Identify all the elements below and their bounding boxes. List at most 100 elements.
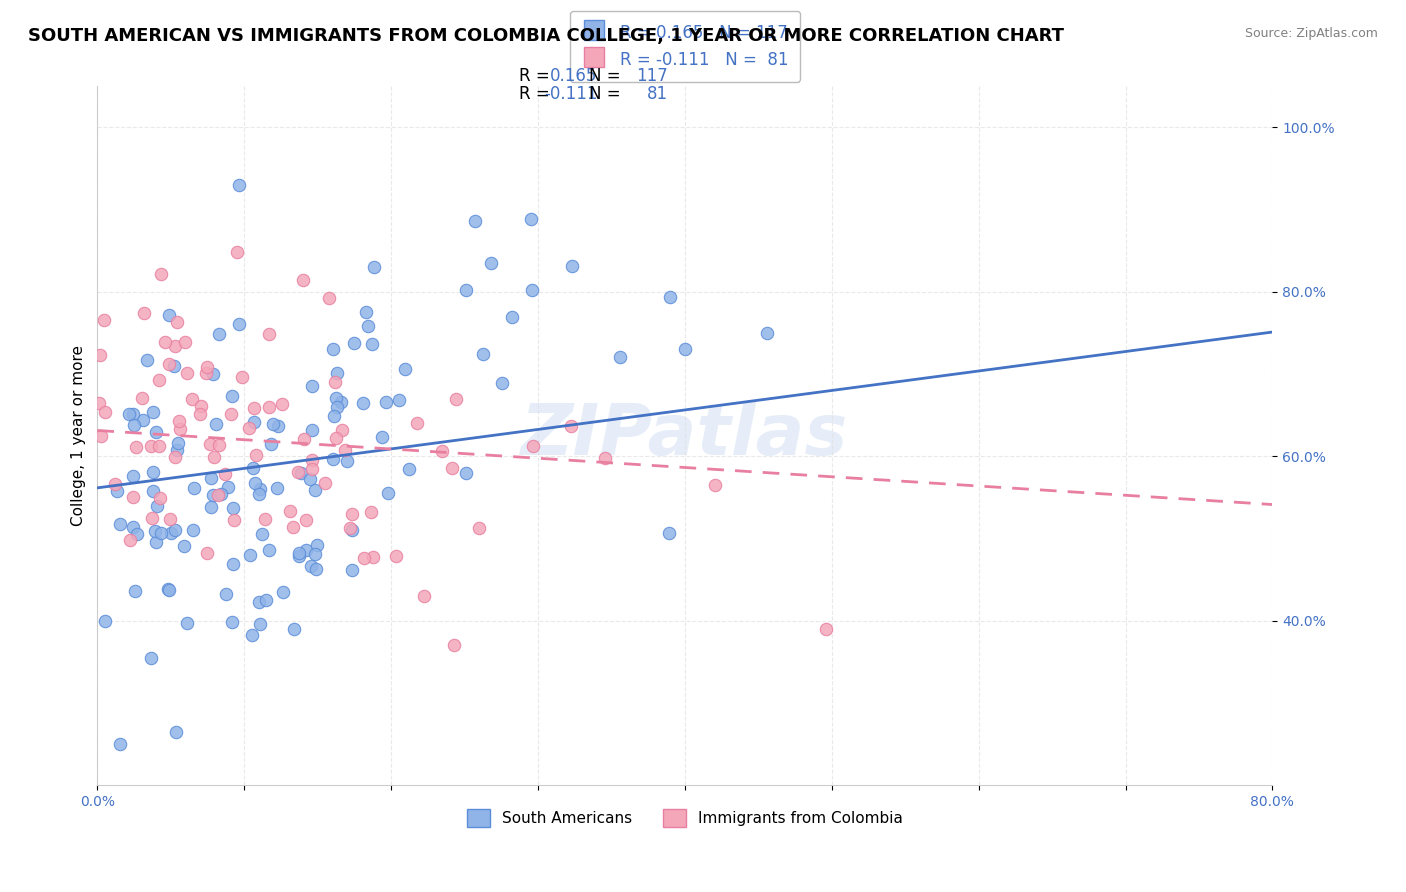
South Americans: [287, 546, 309, 560]
Immigrants from Colombia: [325, 431, 347, 445]
South Americans: [377, 486, 399, 500]
South Americans: [121, 407, 143, 421]
South Americans: [322, 409, 344, 423]
South Americans: [209, 487, 232, 501]
South Americans: [354, 305, 377, 319]
Immigrants from Colombia: [245, 448, 267, 462]
South Americans: [228, 317, 250, 331]
Immigrants from Colombia: [198, 436, 221, 450]
South Americans: [322, 342, 344, 356]
Immigrants from Colombia: [169, 414, 191, 428]
Immigrants from Colombia: [301, 462, 323, 476]
South Americans: [329, 395, 352, 409]
South Americans: [340, 564, 363, 578]
South Americans: [456, 466, 478, 480]
Immigrants from Colombia: [134, 305, 156, 319]
South Americans: [259, 543, 281, 558]
Text: Source: ZipAtlas.com: Source: ZipAtlas.com: [1244, 27, 1378, 40]
Immigrants from Colombia: [148, 439, 170, 453]
Text: R =: R =: [519, 85, 555, 103]
Immigrants from Colombia: [153, 335, 176, 350]
Immigrants from Colombia: [406, 416, 429, 430]
Immigrants from Colombia: [165, 339, 187, 353]
South Americans: [301, 379, 323, 393]
South Americans: [165, 725, 187, 739]
Immigrants from Colombia: [141, 439, 163, 453]
South Americans: [325, 366, 347, 380]
South Americans: [283, 623, 305, 637]
Immigrants from Colombia: [207, 488, 229, 502]
South Americans: [202, 488, 225, 502]
Immigrants from Colombia: [254, 512, 277, 526]
South Americans: [256, 593, 278, 607]
South Americans: [173, 539, 195, 553]
South Americans: [136, 353, 159, 368]
Immigrants from Colombia: [190, 399, 212, 413]
Immigrants from Colombia: [468, 521, 491, 535]
Immigrants from Colombia: [87, 396, 110, 410]
South Americans: [105, 483, 128, 498]
Immigrants from Colombia: [385, 549, 408, 563]
South Americans: [221, 615, 243, 629]
South Americans: [561, 259, 583, 273]
South Americans: [145, 500, 167, 514]
Immigrants from Colombia: [353, 551, 375, 566]
South Americans: [340, 523, 363, 537]
South Americans: [208, 327, 231, 342]
Immigrants from Colombia: [188, 407, 211, 421]
Immigrants from Colombia: [522, 439, 544, 453]
Immigrants from Colombia: [291, 273, 314, 287]
Immigrants from Colombia: [814, 623, 837, 637]
South Americans: [371, 430, 394, 444]
Immigrants from Colombia: [278, 504, 301, 518]
South Americans: [363, 260, 385, 274]
South Americans: [326, 400, 349, 414]
South Americans: [150, 526, 173, 541]
Immigrants from Colombia: [159, 511, 181, 525]
South Americans: [322, 452, 344, 467]
Immigrants from Colombia: [444, 392, 467, 407]
South Americans: [357, 318, 380, 333]
Immigrants from Colombia: [412, 589, 434, 603]
Immigrants from Colombia: [89, 348, 111, 362]
Immigrants from Colombia: [173, 334, 195, 349]
South Americans: [163, 359, 186, 373]
South Americans: [352, 396, 374, 410]
Immigrants from Colombia: [593, 450, 616, 465]
Text: N =: N =: [589, 67, 626, 85]
South Americans: [221, 389, 243, 403]
South Americans: [520, 212, 543, 227]
Immigrants from Colombia: [225, 244, 247, 259]
South Americans: [298, 472, 321, 486]
Text: N =: N =: [589, 85, 626, 103]
Immigrants from Colombia: [148, 372, 170, 386]
Immigrants from Colombia: [339, 521, 361, 535]
Text: R =: R =: [519, 67, 555, 85]
Immigrants from Colombia: [195, 546, 218, 560]
South Americans: [290, 466, 312, 480]
Immigrants from Colombia: [208, 438, 231, 452]
South Americans: [325, 391, 347, 405]
Immigrants from Colombia: [432, 444, 454, 458]
South Americans: [471, 347, 494, 361]
Immigrants from Colombia: [149, 491, 172, 505]
South Americans: [262, 417, 284, 431]
South Americans: [200, 500, 222, 514]
Immigrants from Colombia: [301, 452, 323, 467]
Immigrants from Colombia: [314, 475, 336, 490]
South Americans: [121, 520, 143, 534]
Text: SOUTH AMERICAN VS IMMIGRANTS FROM COLOMBIA COLLEGE, 1 YEAR OR MORE CORRELATION C: SOUTH AMERICAN VS IMMIGRANTS FROM COLOMB…: [28, 27, 1064, 45]
South Americans: [217, 480, 239, 494]
South Americans: [343, 336, 366, 351]
South Americans: [166, 442, 188, 457]
Immigrants from Colombia: [259, 400, 281, 414]
South Americans: [145, 524, 167, 539]
Immigrants from Colombia: [131, 391, 153, 405]
South Americans: [305, 562, 328, 576]
South Americans: [658, 525, 681, 540]
South Americans: [249, 616, 271, 631]
South Americans: [200, 471, 222, 485]
South Americans: [124, 583, 146, 598]
Immigrants from Colombia: [90, 429, 112, 443]
Immigrants from Colombia: [93, 405, 115, 419]
